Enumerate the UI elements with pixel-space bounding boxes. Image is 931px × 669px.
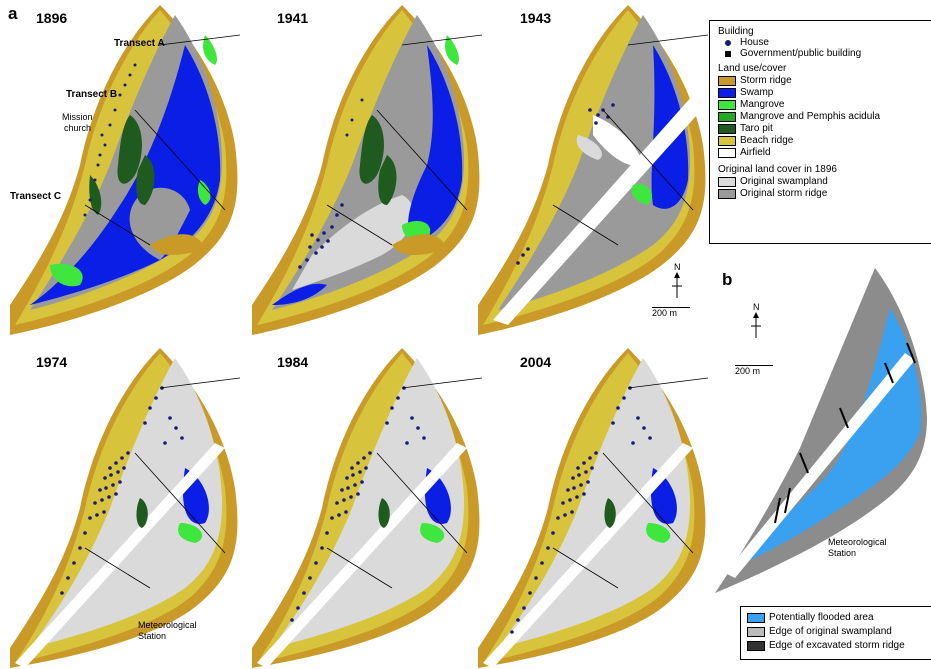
met-station-b-line2: Station [828, 548, 857, 558]
house-icon [725, 40, 731, 46]
transect-b-label: Transect B [66, 89, 118, 100]
panel-b-label: b [722, 270, 733, 289]
map-1974 [10, 348, 240, 668]
transect-c-label: Transect C [10, 191, 62, 202]
mission-church-label-line2: church [64, 123, 92, 133]
legend-house: House [740, 37, 769, 48]
met-station-label-line2: Station [138, 631, 167, 641]
north-label-a: N [674, 262, 681, 272]
year-title-1943: 1943 [520, 10, 552, 26]
legend-edge-storm-ridge: Edge of excavated storm ridge [769, 640, 905, 651]
legend-building-title: Building [718, 26, 754, 37]
swatch-edge-storm-ridge [747, 641, 765, 651]
legend-landuse-title: Land use/cover [718, 63, 787, 74]
north-label-b: N [753, 302, 760, 312]
scale-bar-b [735, 365, 773, 366]
legend-gov-building: Government/public building [740, 48, 862, 59]
swatch-beach-ridge [718, 136, 736, 146]
swatch-original-swampland [718, 177, 736, 187]
map-1941 [252, 5, 482, 335]
map-1943 [478, 5, 708, 335]
legend-flooded-area: Potentially flooded area [769, 612, 874, 623]
swatch-mangrove [718, 100, 736, 110]
legend-swamp: Swamp [740, 87, 774, 98]
legend-edge-swampland: Edge of original swampland [769, 626, 892, 637]
swatch-edge-swampland [747, 627, 765, 637]
legend-original-title: Original land cover in 1896 [718, 164, 837, 175]
legend-mangrove-pemphis: Mangrove and Pemphis acidula [740, 111, 881, 122]
mission-church-label-line1: Mission [62, 112, 93, 122]
legend-beach-ridge: Beach ridge [740, 135, 794, 146]
scale-bar-a [652, 307, 690, 308]
legend-a: Building House Government/public buildin… [709, 20, 931, 244]
swatch-original-storm-ridge [718, 189, 736, 199]
swatch-storm-ridge [718, 76, 736, 86]
scale-label-a: 200 m [652, 308, 678, 318]
year-title-1974: 1974 [36, 354, 68, 370]
swatch-swamp [718, 88, 736, 98]
map-flooded-area [715, 268, 927, 593]
year-title-1941: 1941 [277, 10, 309, 26]
legend-storm-ridge: Storm ridge [740, 75, 792, 86]
gov-building-icon [725, 51, 731, 57]
legend-original-storm-ridge: Original storm ridge [740, 188, 828, 199]
year-title-2004: 2004 [520, 354, 552, 370]
map-1896 [10, 5, 240, 335]
legend-taro-pit: Taro pit [740, 123, 773, 134]
year-title-1984: 1984 [277, 354, 309, 370]
scale-label-b: 200 m [735, 366, 761, 376]
swatch-taro-pit [718, 124, 736, 134]
map-1984 [252, 348, 482, 668]
swatch-mangrove-pemphis [718, 112, 736, 122]
legend-airfield: Airfield [740, 147, 771, 158]
legend-mangrove: Mangrove [740, 99, 785, 110]
north-arrow-b-icon [751, 312, 761, 338]
met-station-b-line1: Meteorological [828, 537, 887, 547]
panel-a-label: a [8, 4, 18, 23]
swatch-flooded-area [747, 613, 765, 623]
legend-original-swampland: Original swampland [740, 176, 828, 187]
met-station-label-line1: Meteorological [138, 620, 197, 630]
legend-b: Potentially flooded area Edge of origina… [740, 606, 931, 660]
swatch-airfield [718, 148, 736, 158]
map-2004 [478, 348, 708, 668]
transect-a-label: Transect A [114, 38, 165, 49]
year-title-1896: 1896 [36, 10, 68, 26]
north-arrow-icon [672, 272, 682, 298]
